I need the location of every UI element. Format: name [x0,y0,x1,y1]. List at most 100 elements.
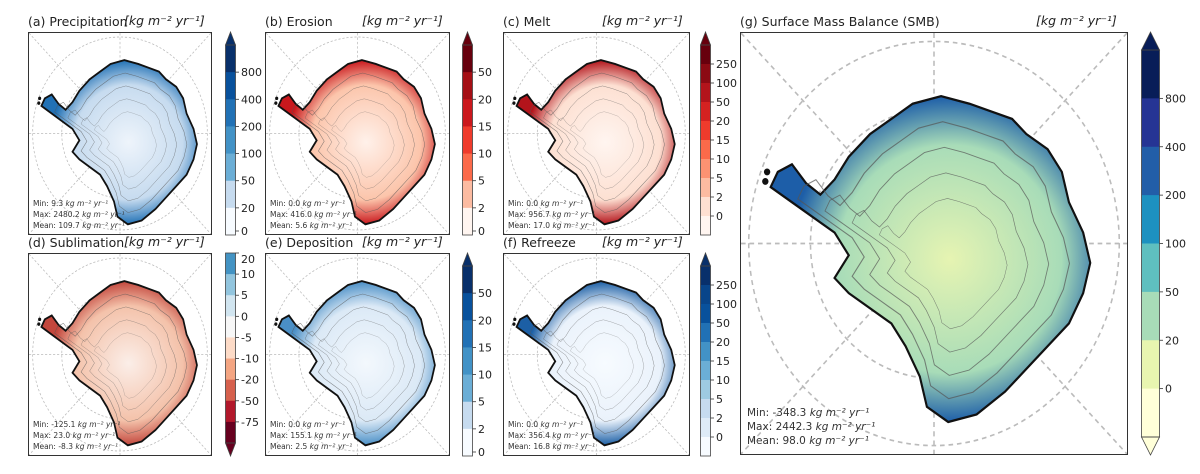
stat-value: Min: 0.0 [270,199,301,208]
stat-value: Mean: 98.0 [747,435,806,447]
colorbar-frame [225,44,236,236]
unit-label: [kg m⁻² yr⁻¹] [362,234,443,249]
island [274,322,278,326]
colorbar-tick-label: 0 [241,225,248,238]
ice-sheet-outline [769,94,1092,424]
unit-label: [kg m⁻² yr⁻¹] [124,234,205,249]
stat-unit: kg m⁻² yr⁻¹ [314,210,357,219]
colorbar-segment [700,140,711,160]
stat-value: Mean: 16.8 [508,442,551,451]
panel-title: (c) Melt [503,14,551,29]
colorbar-segment [225,253,236,275]
stat-value: Mean: 5.6 [270,221,308,230]
unit-label: [kg m⁻² yr⁻¹] [1036,13,1117,28]
stat-mean: Mean: 16.8 kg m⁻² yr⁻¹ [508,441,595,452]
elevation-contour [529,72,665,213]
colorbar-segment [225,400,236,423]
colorbar-tick-label: 0 [1165,383,1172,396]
colorbar-tick-label: 10 [241,268,255,281]
colorbar-tick-label: 400 [1165,141,1186,154]
colorbar-tick-label: 100 [241,148,262,161]
elevation-contour [54,72,188,213]
panel-title: (e) Deposition [265,235,354,250]
elevation-contour [797,121,1071,400]
stats-box: Min: 9.3 kg m⁻² yr⁻¹ Max: 2480.2 kg m⁻² y… [33,198,125,231]
elevation-contour [570,332,634,399]
stat-max: Max: 155.1 kg m⁻² yr⁻¹ [270,430,357,441]
unit-label: [kg m⁻² yr⁻¹] [602,234,683,249]
colorbar: 0 2 5 10 15 20 50 100 250 [699,251,737,457]
stat-min: Min: 0.0 kg m⁻² yr⁻¹ [270,419,357,430]
colorbar-tick-label: 250 [716,279,737,292]
colorbar-tick-label: 2 [716,412,723,425]
island [275,317,279,322]
colorbar-tick-label: 15 [716,134,730,147]
colorbar-segment [1141,388,1160,438]
colorbar-tick-label: 10 [716,153,730,166]
elevation-contour [304,306,415,423]
colorbar-segment [225,207,236,236]
stat-unit: kg m⁻² yr⁻¹ [809,435,869,447]
stat-value: Max: 2442.3 [747,421,813,433]
stat-unit: kg m⁻² yr⁻¹ [540,199,584,208]
colorbar-extend-max [224,30,237,46]
colorbar-tick-label: 20 [478,93,492,106]
colorbar-segment [462,374,473,403]
colorbar-segment [1141,50,1160,99]
colorbar-tick-label: 200 [241,120,262,133]
stat-unit: kg m⁻² yr⁻¹ [552,210,595,219]
elevation-contour [318,319,405,411]
antarctica-map [504,254,689,455]
colorbar-tick-label: 0 [716,431,723,444]
stat-value: Min: -348.3 [747,407,807,419]
stat-unit: kg m⁻² yr⁻¹ [77,420,121,429]
colorbar-segment [1141,243,1160,293]
colorbar-extend-max [699,30,712,46]
stat-value: Mean: 2.5 [270,442,308,451]
colorbar-segment [700,323,711,343]
colorbar-segment [700,418,711,438]
stat-value: Mean: 17.0 [508,221,551,230]
map-panel-e: Min: 0.0 kg m⁻² yr⁻¹ Max: 155.1 kg m⁻² yr… [265,253,450,456]
stat-min: Min: 0.0 kg m⁻² yr⁻¹ [508,419,595,430]
elevation-contour [67,306,177,423]
colorbar-segment [225,99,236,127]
unit-label: [kg m⁻² yr⁻¹] [362,13,443,28]
stats-box: Min: -348.3 kg m⁻² yr⁻¹ Max: 2442.3 kg m⁻… [747,406,875,448]
colorbar-segment [225,295,236,317]
colorbar: 0 20 50 100 200 400 800 [224,30,262,238]
colorbar-segment [225,153,236,182]
elevation-contour [291,72,426,213]
stat-unit: kg m⁻² yr⁻¹ [65,199,109,208]
elevation-contour [570,111,634,178]
colorbar: 0 2 5 10 15 20 50 [461,251,492,459]
stat-unit: kg m⁻² yr⁻¹ [809,407,870,419]
elevation-contour [80,98,167,190]
colorbar-tick-label: -50 [241,395,259,408]
elevation-contour [556,319,645,411]
colorbar-tick-label: -20 [241,374,259,387]
stat-max: Max: 2442.3 kg m⁻² yr⁻¹ [747,420,875,434]
colorbar-tick-label: 15 [716,355,730,368]
colorbar-tick-label: 15 [478,341,492,354]
island [37,322,41,326]
stat-mean: Mean: 5.6 kg m⁻² yr⁻¹ [270,220,357,231]
colorbar-tick-label: 250 [716,58,737,71]
colorbar: 0 2 5 10 15 20 50 100 250 [699,30,737,236]
ice-sheet-outline [515,280,676,447]
colorbar-extend-max [461,251,474,267]
stat-value: Max: 356.4 [508,431,550,440]
map-panel-f: Min: 0.0 kg m⁻² yr⁻¹ Max: 356.4 kg m⁻² yr… [503,253,690,456]
colorbar-segment [462,293,473,321]
colorbar-tick-label: 400 [241,93,262,106]
colorbar-segment [462,401,473,430]
elevation-contour [94,332,157,399]
stat-unit: kg m⁻² yr⁻¹ [302,199,346,208]
colorbar-tick-label: 0 [241,310,248,323]
colorbar-tick-label: 800 [1165,92,1186,105]
stat-max: Max: 23.0 kg m⁻² yr⁻¹ [33,430,120,441]
ice-sheet-outline [40,59,198,226]
elevation-contour [67,85,177,202]
stat-value: Mean: 109.7 [33,221,80,230]
island [274,101,278,105]
